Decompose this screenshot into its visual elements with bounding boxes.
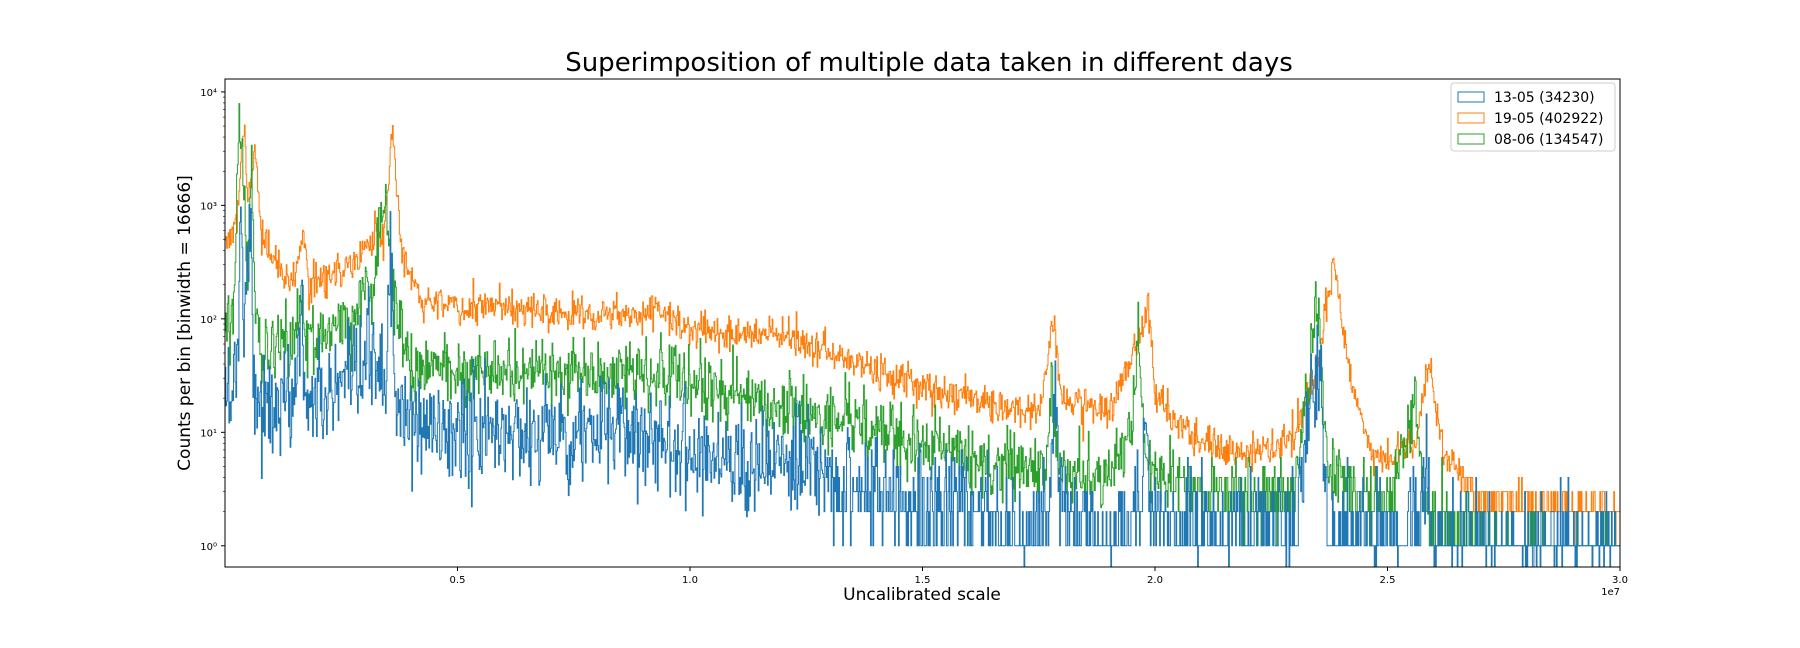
x-offset-label: 1e7 bbox=[1601, 587, 1620, 598]
y-tick-label: 10⁰ bbox=[200, 542, 217, 553]
legend-swatch bbox=[1457, 112, 1485, 124]
legend-swatch bbox=[1457, 91, 1485, 103]
legend-label: 08-06 (134547) bbox=[1494, 132, 1604, 148]
x-axis-label: Uncalibrated scale bbox=[843, 585, 1001, 605]
y-tick-label: 10² bbox=[200, 315, 217, 326]
legend-box bbox=[1450, 82, 1616, 152]
x-tick-label: 2.0 bbox=[1147, 575, 1163, 586]
y-tick-label: 10⁴ bbox=[200, 88, 217, 99]
x-tick-label: 3.0 bbox=[1612, 575, 1628, 586]
x-tick-label: 0.5 bbox=[450, 575, 466, 586]
series-line bbox=[225, 124, 1620, 547]
y-tick-label: 10¹ bbox=[200, 428, 217, 439]
legend: 13-05 (34230) 19-05 (402922) 08-06 (1345… bbox=[1450, 82, 1616, 152]
series-line bbox=[225, 203, 1620, 567]
x-tick-label: 1.0 bbox=[682, 575, 698, 586]
y-axis: 10⁰ 10¹ 10² 10³ 10⁴ bbox=[200, 88, 225, 553]
y-axis-label: Counts per bin [binwidth = 16666] bbox=[175, 175, 195, 471]
y-tick-label: 10³ bbox=[200, 201, 217, 212]
legend-label: 13-05 (34230) bbox=[1494, 90, 1595, 106]
chart-title: Superimposition of multiple data taken i… bbox=[565, 48, 1293, 78]
x-axis: 0.5 1.0 1.5 2.0 2.5 3.0 bbox=[450, 567, 1628, 586]
x-tick-label: 2.5 bbox=[1380, 575, 1396, 586]
legend-label: 19-05 (402922) bbox=[1494, 111, 1604, 127]
legend-swatch bbox=[1457, 133, 1485, 145]
series-layer bbox=[225, 103, 1620, 567]
x-tick-label: 1.5 bbox=[915, 575, 931, 586]
